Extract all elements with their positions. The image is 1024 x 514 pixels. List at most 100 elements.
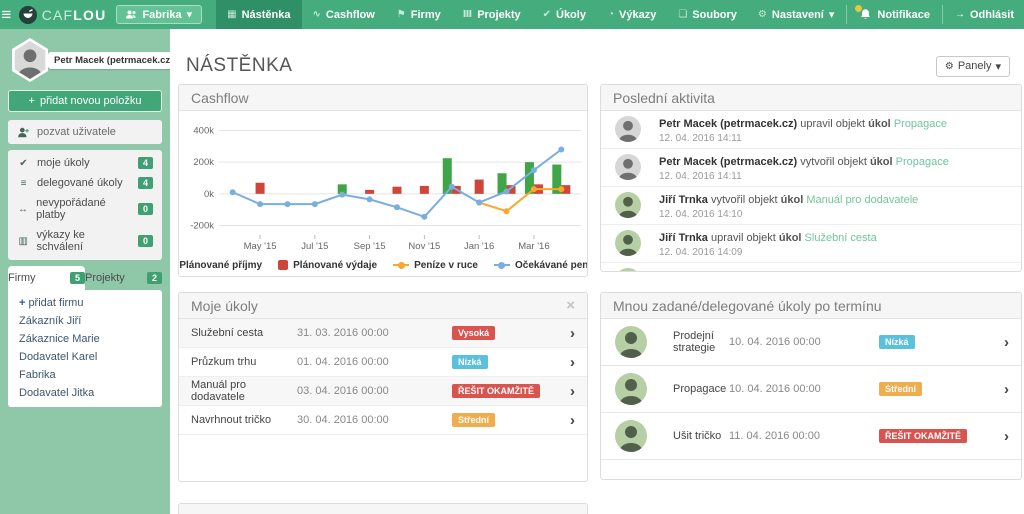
invite-user-button[interactable]: pozvat uživatele: [8, 120, 162, 144]
task-row-sluzebni-cesta[interactable]: Služební cesta31. 03. 2016 00:00Vysoká›: [179, 319, 587, 348]
cashflow-icon: ∿: [313, 9, 321, 20]
count-badge: 0: [138, 203, 153, 215]
bottom-panel-header: [179, 504, 587, 514]
sidebar: Petr Macek (petrmacek.cz) + přidat novou…: [0, 29, 170, 514]
sidebar-item-moje-ukoly[interactable]: ✔moje úkoly4: [8, 153, 162, 173]
caflou-bowl-icon: [19, 6, 37, 24]
gear-icon: ⚙: [945, 61, 954, 72]
svg-text:0k: 0k: [204, 189, 214, 200]
chevron-right-icon[interactable]: ›: [570, 326, 575, 341]
list-icon: ≡: [17, 178, 30, 189]
close-icon[interactable]: ×: [566, 298, 575, 313]
file-icon: ❏: [678, 9, 687, 20]
legend-marker: [494, 262, 510, 269]
due-date: 10. 04. 2016 00:00: [729, 383, 879, 395]
nav-item-projekty[interactable]: ⅢProjekty: [452, 0, 532, 29]
activity-item: Petr Macek (petrmacek.cz) upravil objekt…: [601, 111, 1021, 149]
company-link-zakaznik-jiri[interactable]: Zákazník Jiří: [8, 312, 162, 330]
activity-object-link[interactable]: Služební cesta: [805, 270, 877, 272]
company-link-dodavatel-jitka[interactable]: Dodavatel Jitka: [8, 384, 162, 402]
priority-badge: ŘEŠIT OKAMŽITĚ: [879, 429, 967, 443]
company-link-dodavatel-karel[interactable]: Dodavatel Karel: [8, 348, 162, 366]
caret-down-icon: ▾: [829, 8, 835, 21]
my-tasks-rows: Služební cesta31. 03. 2016 00:00Vysoká›P…: [179, 319, 587, 435]
activity-timestamp: 12. 04. 2016 14:11: [659, 171, 949, 182]
activity-object-link[interactable]: Manuál pro dodavatele: [806, 194, 918, 206]
delegated-task-row-usit-tricko[interactable]: Ušit tričko11. 04. 2016 00:00ŘEŠIT OKAMŽ…: [601, 413, 1021, 460]
activity-panel-header: Poslední aktivita: [601, 85, 1021, 111]
add-new-item-button[interactable]: + přidat novou položku: [8, 90, 162, 112]
sidebar-item-nevyporadane-platby[interactable]: ↔nevypořádané platby0: [8, 193, 162, 225]
legend-marker: [393, 262, 409, 269]
due-date: 03. 04. 2016 00:00: [297, 385, 452, 397]
chevron-right-icon[interactable]: ›: [1004, 382, 1009, 397]
svg-text:200k: 200k: [193, 157, 214, 168]
avatar: [615, 420, 647, 452]
chevron-right-icon[interactable]: ›: [570, 413, 575, 428]
plus-icon: +: [29, 95, 35, 107]
cashflow-chart: 400k200k0k-200kMay '15Jul '15Sep '15Nov …: [181, 113, 585, 256]
caflou-logo[interactable]: CAFLOU: [13, 0, 117, 29]
chevron-right-icon[interactable]: ›: [1004, 429, 1009, 444]
panels-button[interactable]: ⚙ Panely ▾: [936, 56, 1010, 77]
legend-item-penize-v-ruce: Peníze v ruce: [393, 260, 478, 271]
activity-object-link[interactable]: Propagace: [894, 118, 947, 130]
avatar[interactable]: [10, 38, 50, 82]
chevron-right-icon[interactable]: ›: [1004, 335, 1009, 350]
nav-item-soubory[interactable]: ❏Soubory: [667, 0, 748, 29]
legend-item-planovane-prijmy: Plánované příjmy: [178, 260, 262, 271]
svg-text:-200k: -200k: [190, 221, 214, 232]
activity-item: Jiří Trnka vytvořil objekt úkol Manuál p…: [601, 187, 1021, 225]
nav-item-firmy[interactable]: ⚑Firmy: [386, 0, 452, 29]
chevron-right-icon[interactable]: ›: [570, 384, 575, 399]
company-link-zakaznice-marie[interactable]: Zákaznice Marie: [8, 330, 162, 348]
sidebar-menu: ✔moje úkoly4≡delegované úkoly4↔nevypořád…: [8, 150, 162, 260]
sidebar-item-delegovane-ukoly[interactable]: ≡delegované úkoly4: [8, 173, 162, 193]
company-link-fabrika[interactable]: Fabrika: [8, 366, 162, 384]
nav-item-ukoly[interactable]: ✔Úkoly: [532, 0, 597, 29]
due-date: 01. 04. 2016 00:00: [297, 356, 452, 368]
delegated-rows: Prodejní strategie10. 04. 2016 00:00Nízk…: [601, 319, 1021, 460]
tab-firmy[interactable]: Firmy5: [8, 266, 85, 290]
nav-item-nastenka[interactable]: ▦Nástěnka: [216, 0, 301, 29]
navbar-items: ▦Nástěnka∿Cashflow⚑FirmyⅢProjekty✔Úkoly◔…: [216, 0, 748, 29]
user-name-label: Petr Macek (petrmacek.cz): [48, 52, 179, 69]
task-row-pruzkum-trhu[interactable]: Průzkum trhu01. 04. 2016 00:00Nízká›: [179, 348, 587, 377]
companies-list: +přidat firmuZákazník JiříZákaznice Mari…: [8, 290, 162, 407]
legend-swatch: [278, 260, 288, 270]
delegated-task-row-prodejni-strategie[interactable]: Prodejní strategie10. 04. 2016 00:00Nízk…: [601, 319, 1021, 366]
priority-badge: Střední: [452, 413, 495, 427]
activity-timestamp: 12. 04. 2016 14:09: [659, 247, 877, 258]
divider: [942, 5, 943, 24]
activity-object-link[interactable]: Služební cesta: [805, 232, 877, 244]
caret-down-icon: ▾: [187, 8, 193, 21]
delegated-task-row-propagace[interactable]: Propagace10. 04. 2016 00:00Střední›: [601, 366, 1021, 413]
divider: [846, 5, 847, 24]
svg-text:Sep '15: Sep '15: [354, 241, 386, 252]
task-row-navrhnout-tricko[interactable]: Navrhnout tričko30. 04. 2016 00:00Středn…: [179, 406, 587, 435]
workspace-selector[interactable]: Fabrika ▾: [116, 5, 202, 24]
task-row-manual-pro-dodavatele[interactable]: Manuál pro dodavatele03. 04. 2016 00:00Ř…: [179, 377, 587, 406]
avatar: [615, 154, 641, 180]
dashboard-icon: ▦: [227, 9, 236, 20]
add-company-link[interactable]: +přidat firmu: [8, 294, 162, 312]
chevron-right-icon[interactable]: ›: [570, 355, 575, 370]
settings-menu[interactable]: ⚙ Nastavení ▾: [748, 0, 844, 29]
avatar: [615, 192, 641, 218]
plus-icon: +: [19, 297, 25, 309]
tab-projekty[interactable]: Projekty2: [85, 266, 162, 290]
activity-object-link[interactable]: Propagace: [896, 156, 949, 168]
count-badge: 5: [70, 272, 85, 284]
logo-text: CAFLOU: [42, 7, 107, 23]
avatar: [615, 373, 647, 405]
due-date: 10. 04. 2016 00:00: [729, 336, 879, 348]
notifications-button[interactable]: Notifikace: [849, 0, 940, 29]
svg-text:May '15: May '15: [244, 241, 277, 252]
sidebar-tabs: Firmy5Projekty2: [8, 266, 162, 290]
count-badge: 4: [138, 177, 153, 189]
hamburger-menu-icon[interactable]: ≡: [0, 0, 13, 29]
sidebar-item-vykazy-ke-schvaleni[interactable]: ▥výkazy ke schválení0: [8, 225, 162, 257]
nav-item-vykazy[interactable]: ◔Výkazy: [597, 0, 667, 29]
logout-button[interactable]: → Odhlásit: [945, 0, 1024, 29]
nav-item-cashflow[interactable]: ∿Cashflow: [302, 0, 386, 29]
